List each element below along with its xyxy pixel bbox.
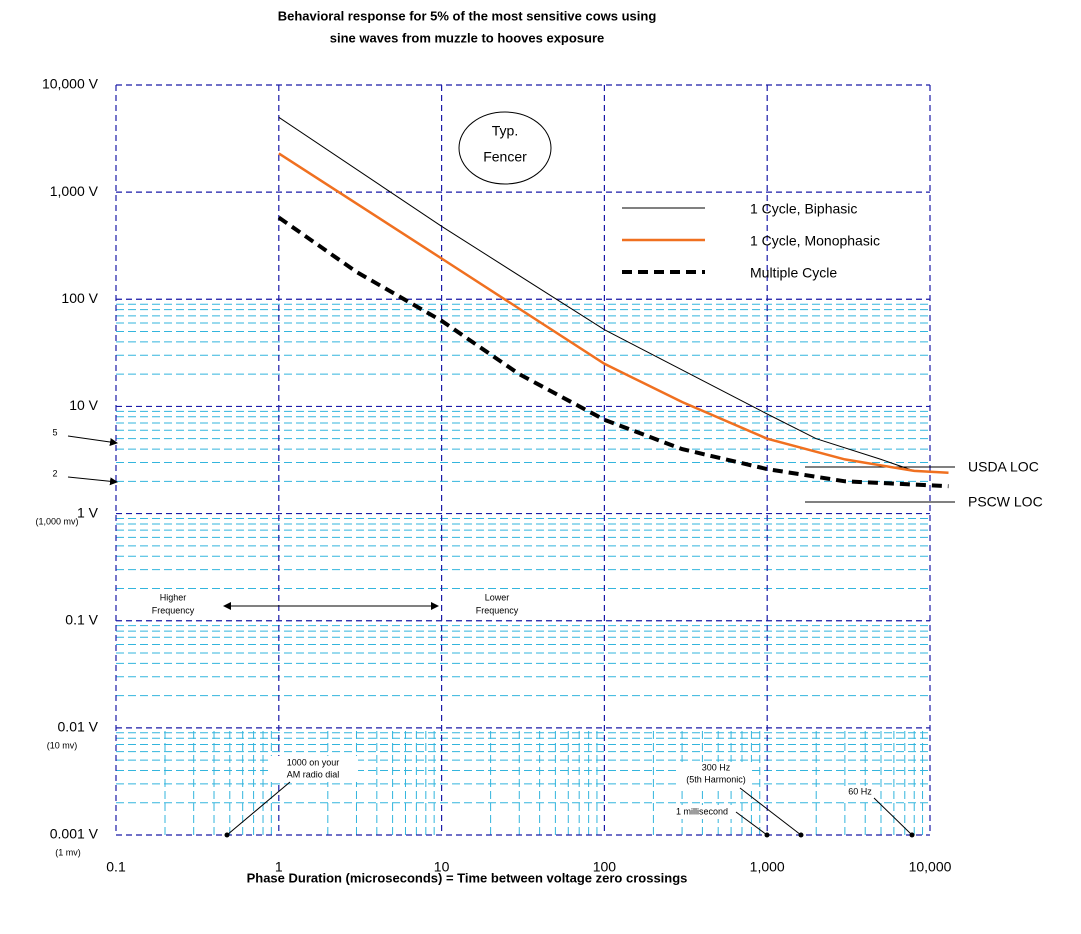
annotation: 5 [52,427,57,437]
annotation: PSCW LOC [968,494,1043,510]
legend: 1 Cycle, Biphasic 1 Cycle, Monophasic Mult… [622,201,880,281]
series-line [277,215,949,489]
annotation: 1 millisecond [676,806,728,816]
series-line [278,116,915,472]
legend-label: Multiple Cycle [750,265,837,281]
x-axis-label: Phase Duration (microseconds) = Time bet… [247,870,688,885]
dot [909,832,915,838]
x-tick-label: 1 [275,859,283,875]
label-bg [458,590,548,620]
annotation: Frequency [152,605,195,615]
annotation: Fencer [483,149,527,165]
chart-title: sine waves from muzzle to hooves exposur… [330,30,605,45]
y-tick-label: 1 V [77,504,99,520]
grid [115,84,931,836]
legend-label: 1 Cycle, Biphasic [750,201,857,217]
annotation: (1 mv) [55,847,81,857]
label-bg [268,756,358,782]
dot [764,832,770,838]
label-bg [668,805,736,819]
annotation: (10 mv) [47,740,78,750]
annotation: AM radio dial [287,769,340,779]
legend-label: 1 Cycle, Monophasic [750,233,880,249]
x-tick-label: 100 [593,859,617,875]
label-bg [680,762,752,788]
annotation: Typ. [492,123,518,139]
annotation: 1000 on your [287,757,340,767]
chart-title: Behavioral response for 5% of the most s… [278,8,657,23]
annotation: 2 [52,468,57,478]
dot [798,832,804,838]
pointer [67,476,118,486]
pointer [739,787,802,836]
series-line [278,152,949,475]
x-tick-label: 10 [434,859,450,875]
pointer [67,435,118,446]
annotation: Lower [485,592,510,602]
x-tick-label: 0.1 [106,859,126,875]
fencer-ellipse [458,111,552,185]
annotation: (1,000 mv) [35,516,78,526]
annotation: 60 Hz [848,786,872,796]
label-bg [140,590,210,620]
x-tick-label: 1,000 [750,859,785,875]
annotation: 300 Hz [702,762,731,772]
annotation: USDA LOC [968,459,1039,475]
annotation: Frequency [476,605,519,615]
annotation: Higher [160,592,187,602]
y-tick-label: 1,000 V [50,183,99,199]
y-tick-label: 10,000 V [42,76,99,92]
pointer [226,781,291,836]
y-tick-label: 10 V [69,397,98,413]
pointer [735,811,768,836]
x-tick-label: 10,000 [909,859,952,875]
pointer [873,797,913,836]
label-bg [844,786,876,799]
y-tick-label: 100 V [61,290,98,306]
dot [224,832,230,838]
annotation: (5th Harmonic) [686,774,746,784]
y-tick-label: 0.001 V [50,826,99,842]
y-tick-label: 0.01 V [58,719,99,735]
y-tick-label: 0.1 V [65,611,98,627]
